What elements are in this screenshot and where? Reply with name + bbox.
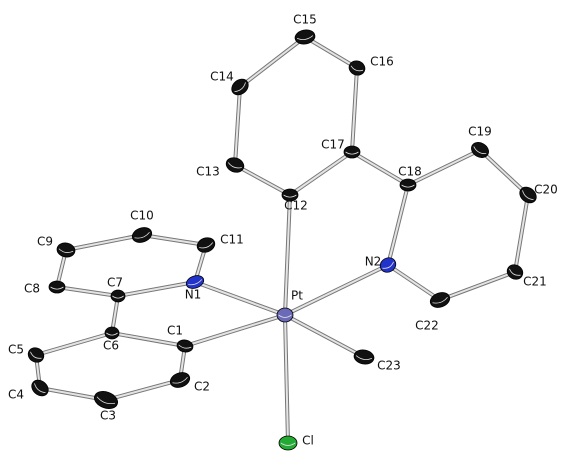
- bond: [305, 37, 357, 68]
- atom-label: C19: [468, 125, 492, 139]
- bond: [285, 315, 364, 357]
- bond: [290, 152, 352, 195]
- atom-label: C17: [321, 138, 345, 152]
- atom-label: C18: [398, 165, 422, 179]
- atom-label: C14: [210, 70, 234, 84]
- atom-label: C20: [534, 183, 558, 197]
- atom-label: Pt: [291, 289, 303, 303]
- atom-label: C7: [107, 276, 123, 290]
- atom-label: C11: [220, 233, 244, 247]
- bond: [185, 315, 285, 346]
- atom: [49, 281, 65, 293]
- bond: [388, 265, 440, 300]
- atom-label: C3: [100, 409, 116, 423]
- atom-label: C5: [8, 343, 24, 357]
- atom-label: N2: [365, 255, 382, 269]
- bond: [480, 150, 528, 195]
- atom: [176, 339, 194, 354]
- bond: [195, 282, 285, 315]
- atom: [26, 345, 47, 365]
- molecule-diagram: C15 C16 C14 C17 C19 C18 C13 C12 C20 C10 C11 C9 N2 C21…: [0, 0, 568, 451]
- atom-labels: C15 C16 C14 C17 C19 C18 C13 C12 C20 C10 C11 C9 N2 C21…: [8, 13, 558, 448]
- atom: [105, 327, 119, 339]
- atom: [195, 235, 217, 254]
- bond: [36, 333, 112, 355]
- atom: [344, 146, 360, 158]
- atom: [130, 225, 154, 245]
- bond: [106, 380, 180, 400]
- atom-label: N1: [185, 288, 202, 302]
- atom: [29, 377, 52, 399]
- atom: [279, 436, 297, 450]
- atom-label: C13: [196, 165, 220, 179]
- bonds: [36, 37, 528, 443]
- atom-label: C8: [24, 282, 40, 296]
- atom-label: C6: [103, 339, 119, 353]
- atom: [56, 242, 76, 259]
- atom: [224, 155, 246, 174]
- bond: [240, 37, 305, 87]
- atom-label: Cl: [302, 434, 314, 448]
- bond: [388, 185, 408, 265]
- atom: [400, 179, 416, 191]
- atom-label: C21: [523, 275, 547, 289]
- atom-label: C12: [284, 199, 308, 213]
- atom-label: C15: [293, 13, 317, 27]
- atom-label: C23: [377, 359, 401, 373]
- atom-label: C16: [370, 55, 394, 69]
- atom-label: C10: [130, 209, 154, 223]
- atom-label: C1: [167, 324, 183, 338]
- bond: [440, 272, 515, 300]
- bond: [66, 235, 142, 250]
- bond: [142, 235, 206, 245]
- atom-label: C9: [37, 235, 53, 249]
- atom: [111, 290, 125, 302]
- atoms: [26, 28, 540, 450]
- bond: [515, 195, 528, 272]
- atom: [168, 370, 192, 390]
- atom-label: C2: [194, 380, 210, 394]
- atom: [347, 59, 367, 78]
- atom: [277, 308, 293, 322]
- bond: [235, 165, 290, 195]
- atom-label: C22: [415, 319, 439, 333]
- bond: [118, 282, 195, 296]
- atom-label: C4: [8, 388, 24, 402]
